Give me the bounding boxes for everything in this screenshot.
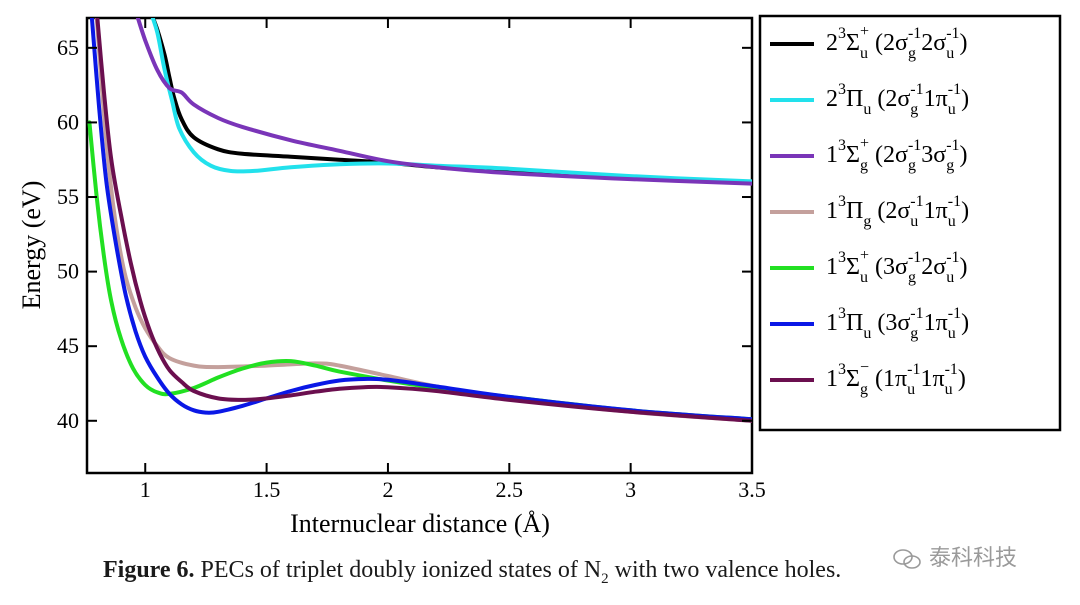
series-line-7 (95, 18, 752, 423)
x-tick-label: 3.5 (738, 477, 766, 502)
series-line-3 (135, 18, 752, 186)
legend-label: 13Πg (2σu-11πu-1) (826, 193, 969, 230)
y-tick-label: 50 (57, 259, 79, 284)
caption-text-after: with two valence holes. (614, 557, 842, 583)
x-axis-title: Internuclear distance (Å) (290, 509, 550, 538)
axis-ticks: 1 1.5 2 2.5 3 3.5 40 45 50 55 60 65 (57, 18, 766, 502)
legend-label: 13Σu+ (3σg-12σu-1) (826, 247, 968, 286)
caption-text: PECs of triplet doubly ionized states of… (200, 557, 602, 583)
y-tick-label: 65 (57, 35, 79, 60)
y-axis-title: Energy (eV) (17, 181, 46, 310)
legend-label: 13Πu (3σg-11πu-1) (826, 305, 969, 342)
legend-label: 23Σu+ (2σg-12σu-1) (826, 23, 968, 62)
caption-label: Figure 6. (103, 557, 195, 583)
x-tick-label: 2.5 (496, 477, 524, 502)
y-tick-label: 45 (57, 333, 79, 358)
watermark: 泰科科技 (892, 540, 1017, 572)
x-tick-label: 3 (625, 477, 636, 502)
figure-caption: Figure 6. PECs of triplet doubly ionized… (103, 557, 1063, 588)
x-tick-label: 2 (382, 477, 393, 502)
wechat-icon (893, 549, 921, 569)
legend-box (758, 14, 1062, 432)
legend-label: 13Σg+ (2σg-13σg-1) (826, 135, 968, 174)
series-line-2 (150, 18, 752, 184)
legend-label: 23Πu (2σg-11πu-1) (826, 81, 969, 118)
y-tick-label: 55 (57, 184, 79, 209)
watermark-text: 泰科科技 (929, 546, 1018, 571)
pec-chart: 1 1.5 2 2.5 3 3.5 40 45 50 55 60 65 Internuclear di… (17, 14, 1062, 538)
legend-label: 13Σg− (1πu-11πu-1) (826, 359, 966, 398)
x-tick-label: 1.5 (253, 477, 281, 502)
y-tick-label: 60 (57, 109, 79, 134)
plot-area-frame (85, 16, 754, 475)
caption-subscript: 2 (601, 570, 609, 587)
series-layer (87, 18, 752, 423)
legend: 23Σu+ (2σg-12σu-1) 23Πu (2σg-11πu-1) 13Σg+… (770, 23, 969, 398)
x-tick-label: 1 (140, 477, 151, 502)
y-tick-label: 40 (57, 408, 79, 433)
series-line-6 (89, 18, 752, 422)
